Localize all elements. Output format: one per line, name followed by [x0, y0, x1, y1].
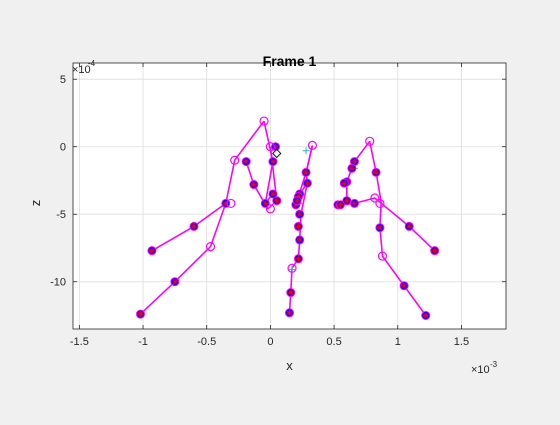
joint-marker — [171, 278, 179, 286]
x-tick-label: 0 — [267, 336, 273, 348]
x-exponent-power: -3 — [490, 360, 498, 369]
joint-marker — [372, 168, 380, 176]
joint-marker — [296, 236, 304, 244]
joint-marker — [286, 309, 294, 317]
joint-marker — [336, 201, 344, 209]
joint-marker — [340, 179, 348, 187]
y-tick-label: -5 — [56, 209, 66, 221]
joint-marker — [296, 210, 304, 218]
x-exponent: ×10 -3 — [471, 360, 498, 376]
joint-marker — [269, 158, 277, 166]
x-exponent-base: ×10 — [471, 364, 490, 376]
joint-marker — [242, 158, 250, 166]
joint-marker — [293, 197, 301, 205]
y-exponent-power: -4 — [88, 59, 96, 68]
y-tick-label: -10 — [50, 277, 66, 289]
x-tick-label: -0.5 — [197, 336, 216, 348]
x-axis-label: x — [286, 358, 293, 373]
joint-marker — [431, 247, 439, 255]
x-tick-label: -1 — [138, 336, 148, 348]
joint-marker — [350, 199, 358, 207]
joint-marker — [348, 164, 356, 172]
joint-marker — [287, 289, 295, 297]
joint-marker — [269, 190, 277, 198]
joint-marker — [250, 181, 258, 189]
joint-marker — [294, 222, 302, 230]
y-axis-label: z — [28, 200, 43, 207]
x-tick-label: 0.5 — [326, 336, 341, 348]
chart-title: Frame 1 — [263, 53, 317, 69]
x-tick-label: -1.5 — [70, 336, 89, 348]
joint-marker — [190, 222, 198, 230]
joint-marker — [302, 168, 310, 176]
joint-marker — [294, 255, 302, 263]
joint-marker — [422, 311, 430, 319]
joint-marker — [148, 247, 156, 255]
joint-marker — [303, 179, 311, 187]
joint-marker — [400, 282, 408, 290]
joint-marker — [376, 224, 384, 232]
y-tick-label: 0 — [60, 142, 66, 154]
y-tick-label: 5 — [60, 74, 66, 86]
x-tick-label: 1 — [395, 336, 401, 348]
joint-marker — [136, 310, 144, 318]
x-tick-label: 1.5 — [454, 336, 469, 348]
joint-marker — [405, 222, 413, 230]
